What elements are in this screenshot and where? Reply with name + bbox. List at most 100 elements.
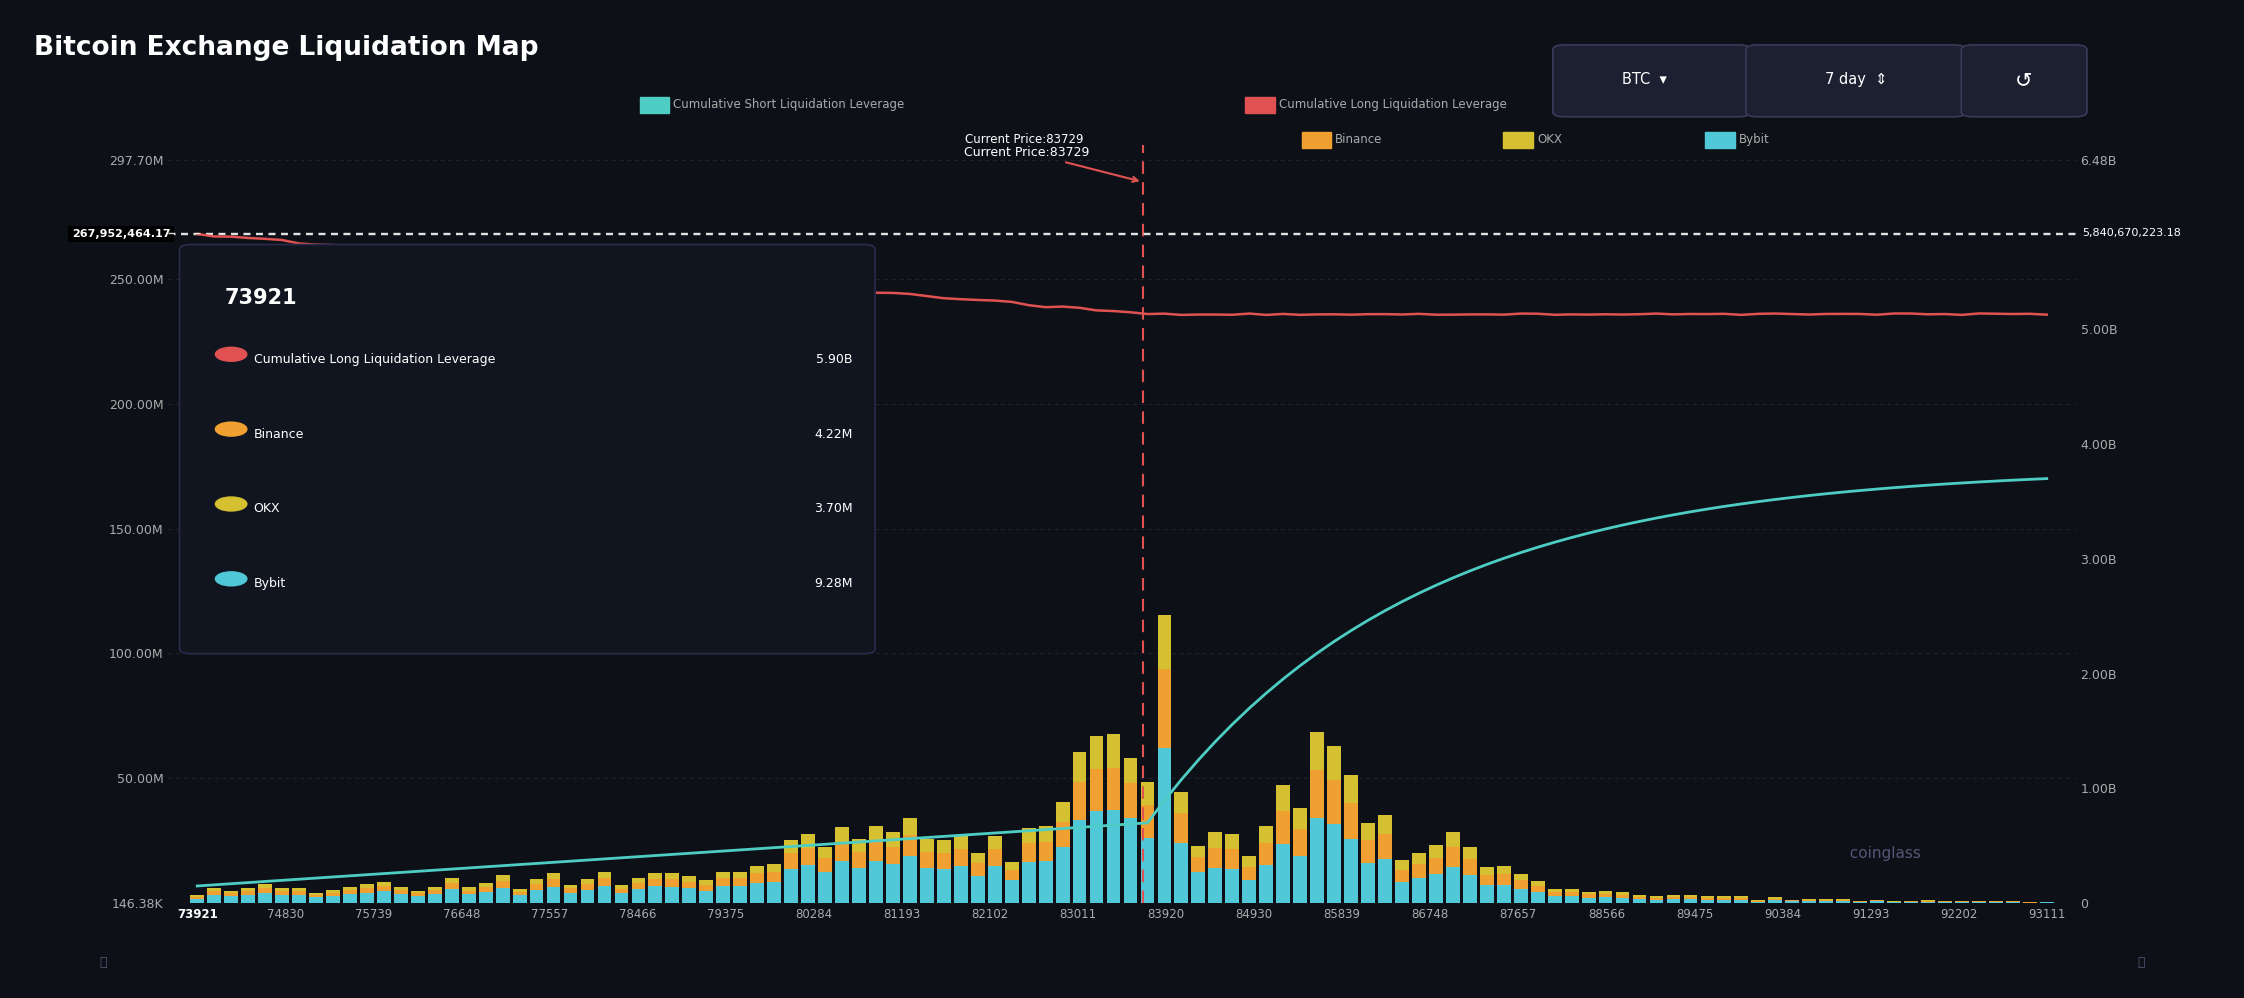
Bar [1039,841,1052,861]
Bar [1564,896,1578,903]
Bar [597,878,610,886]
Bar [1293,855,1306,903]
Bar [1210,832,1223,847]
Bar [783,868,799,903]
Bar [325,890,339,892]
Bar [191,896,204,899]
Bar [1802,900,1815,901]
Bar [478,887,494,892]
Bar [920,839,934,851]
Bar [972,875,985,903]
Bar [395,894,408,903]
Bar [1582,894,1595,897]
Bar [1429,858,1443,874]
Bar [1293,829,1306,855]
Text: Cumulative Short Liquidation Leverage: Cumulative Short Liquidation Leverage [673,98,904,112]
Text: Current Price:83729: Current Price:83729 [965,146,1138,182]
Text: 4.22M: 4.22M [815,427,853,441]
Bar [276,895,289,903]
Bar [1667,899,1681,903]
Bar [1481,875,1495,885]
Bar [1939,902,1952,903]
Bar [563,884,577,888]
Bar [1310,769,1324,817]
Bar [512,892,527,895]
Bar [1634,897,1647,899]
Bar [1174,813,1189,843]
Text: 5,840,670,223.18: 5,840,670,223.18 [2082,228,2181,238]
Bar [462,894,476,903]
Bar [783,840,799,853]
Bar [1344,839,1358,903]
Bar [240,887,256,890]
Bar [1564,892,1578,896]
Bar [987,866,1001,903]
Bar [276,891,289,895]
Text: Current Price:83729: Current Price:83729 [965,133,1084,147]
Bar [783,853,799,868]
Bar [1836,901,1849,903]
Bar [954,835,967,848]
Bar [310,892,323,895]
Bar [938,840,951,853]
Bar [1786,901,1800,903]
Bar [496,875,509,881]
Bar [1649,896,1663,897]
Bar [395,887,408,890]
Bar [1158,670,1171,748]
Text: coinglass: coinglass [1840,846,1921,861]
Bar [395,890,408,894]
Bar [716,886,729,903]
Bar [444,889,458,903]
Bar [1243,866,1257,880]
Bar [359,892,375,903]
Bar [548,886,561,903]
Bar [1445,831,1461,847]
Bar [1820,901,1833,903]
Bar [292,891,305,895]
Bar [1548,892,1562,896]
Bar [1445,867,1461,903]
Bar [666,879,680,886]
Bar [1124,757,1138,782]
Bar [886,864,900,903]
Bar [1481,885,1495,903]
Bar [631,877,646,882]
Bar [1667,895,1681,896]
Bar [1091,811,1104,903]
Bar [954,848,967,865]
Bar [1497,866,1510,874]
Bar [1091,769,1104,811]
Bar [801,834,815,848]
Bar [1988,902,2004,903]
Text: Bybit: Bybit [1739,133,1771,147]
Bar [749,882,763,903]
Bar [1598,891,1613,893]
Bar [987,836,1001,849]
Bar [1055,822,1070,847]
Bar [548,879,561,886]
Bar [1005,880,1019,903]
Bar [1124,782,1138,817]
Bar [343,887,357,890]
Bar [1768,900,1782,903]
Bar [1836,900,1849,901]
Bar [206,895,222,903]
Bar [1039,826,1052,841]
Bar [1701,898,1714,900]
Bar [938,868,951,903]
Bar [444,878,458,883]
Text: ↺: ↺ [2015,70,2033,90]
Bar [631,882,646,889]
Bar [1091,736,1104,769]
Bar [310,897,323,903]
Bar [1869,901,1885,903]
Bar [1259,843,1272,864]
Bar [1463,847,1477,859]
Bar [954,865,967,903]
Bar [1396,860,1409,870]
Bar [1362,822,1376,840]
Bar [1411,878,1425,903]
Bar [1429,874,1443,903]
Bar [868,861,882,903]
